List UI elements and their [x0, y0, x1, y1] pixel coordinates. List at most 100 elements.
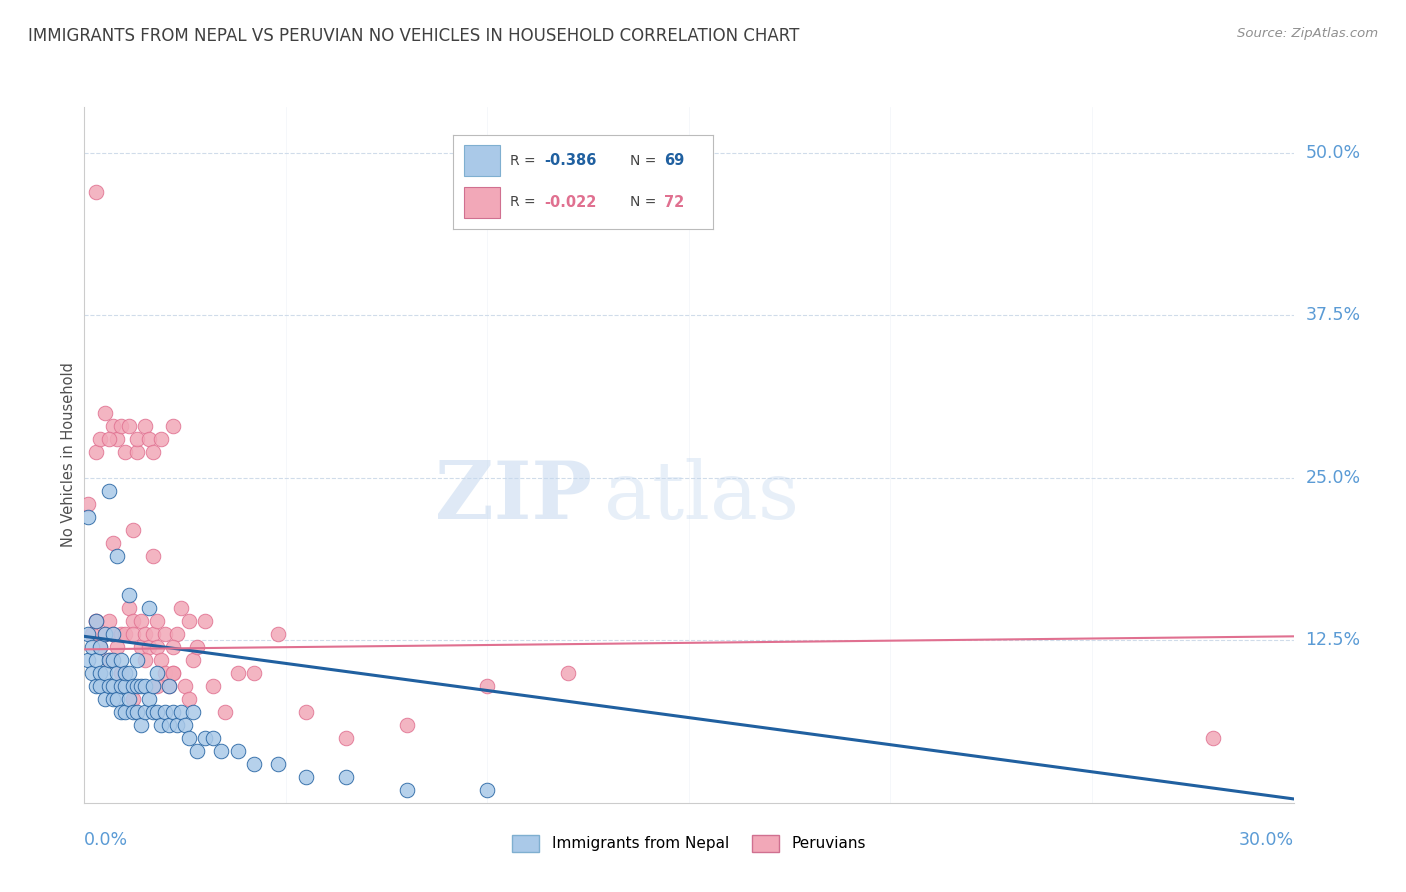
Point: [89, 640, 111, 654]
Point: [118, 665, 141, 680]
Point: [121, 705, 143, 719]
Point: [121, 679, 143, 693]
Point: [157, 679, 180, 693]
Point: [186, 744, 208, 758]
Point: [138, 600, 160, 615]
Point: [186, 640, 208, 654]
Point: [149, 653, 172, 667]
Point: [125, 653, 148, 667]
Point: [295, 770, 318, 784]
Point: [105, 640, 128, 654]
Text: 50.0%: 50.0%: [1306, 144, 1361, 161]
Point: [179, 614, 201, 628]
Legend: Immigrants from Nepal, Peruvians: Immigrants from Nepal, Peruvians: [506, 829, 872, 858]
Point: [93, 626, 115, 640]
Point: [86, 653, 108, 667]
Text: 12.5%: 12.5%: [1306, 632, 1361, 649]
Point: [110, 418, 132, 433]
Text: ZIP: ZIP: [436, 458, 592, 536]
Point: [134, 679, 156, 693]
Point: [101, 626, 124, 640]
Point: [101, 535, 124, 549]
Point: [89, 679, 111, 693]
Point: [118, 600, 141, 615]
Point: [242, 756, 264, 771]
Point: [335, 770, 357, 784]
Point: [162, 640, 184, 654]
Point: [129, 718, 152, 732]
Text: 0.0%: 0.0%: [84, 830, 128, 848]
Point: [110, 705, 132, 719]
Point: [129, 679, 152, 693]
Point: [226, 665, 249, 680]
Point: [179, 731, 201, 745]
Point: [170, 705, 193, 719]
Point: [77, 509, 100, 524]
Point: [153, 665, 176, 680]
Point: [134, 653, 156, 667]
Point: [89, 432, 111, 446]
Point: [179, 691, 201, 706]
Point: [174, 679, 197, 693]
Point: [77, 497, 100, 511]
Point: [125, 705, 148, 719]
Point: [114, 679, 136, 693]
Text: R =: R =: [510, 195, 540, 209]
Point: [125, 432, 148, 446]
Point: [162, 665, 184, 680]
Text: -0.022: -0.022: [544, 194, 596, 210]
Point: [138, 640, 160, 654]
Point: [395, 782, 418, 797]
Point: [174, 718, 197, 732]
Point: [209, 744, 232, 758]
Point: [101, 691, 124, 706]
Point: [138, 432, 160, 446]
Text: 25.0%: 25.0%: [1306, 468, 1361, 487]
Point: [181, 705, 204, 719]
Point: [142, 444, 165, 458]
Point: [89, 665, 111, 680]
Point: [93, 665, 115, 680]
Point: [101, 653, 124, 667]
Point: [114, 626, 136, 640]
Point: [477, 782, 499, 797]
Text: N =: N =: [630, 153, 661, 168]
Text: -0.386: -0.386: [544, 153, 596, 169]
Point: [97, 432, 120, 446]
Y-axis label: No Vehicles in Household: No Vehicles in Household: [60, 362, 76, 548]
Point: [93, 626, 115, 640]
Point: [142, 626, 165, 640]
Point: [101, 626, 124, 640]
Point: [86, 614, 108, 628]
Point: [86, 614, 108, 628]
Point: [82, 626, 104, 640]
Point: [110, 679, 132, 693]
Point: [194, 731, 217, 745]
Point: [101, 418, 124, 433]
Point: [149, 432, 172, 446]
Point: [146, 614, 169, 628]
Point: [202, 731, 225, 745]
Point: [477, 679, 499, 693]
Point: [202, 679, 225, 693]
Point: [125, 444, 148, 458]
Point: [194, 614, 217, 628]
Text: 72: 72: [664, 194, 683, 210]
Point: [77, 626, 100, 640]
Bar: [464, 145, 501, 177]
Point: [114, 705, 136, 719]
Point: [121, 691, 143, 706]
Point: [214, 705, 236, 719]
Point: [86, 444, 108, 458]
Point: [138, 691, 160, 706]
Point: [118, 691, 141, 706]
Point: [295, 705, 318, 719]
Point: [142, 549, 165, 563]
Point: [118, 418, 141, 433]
Point: [157, 679, 180, 693]
Point: [105, 549, 128, 563]
Point: [97, 653, 120, 667]
Point: [93, 406, 115, 420]
Point: [162, 665, 184, 680]
Point: [110, 626, 132, 640]
